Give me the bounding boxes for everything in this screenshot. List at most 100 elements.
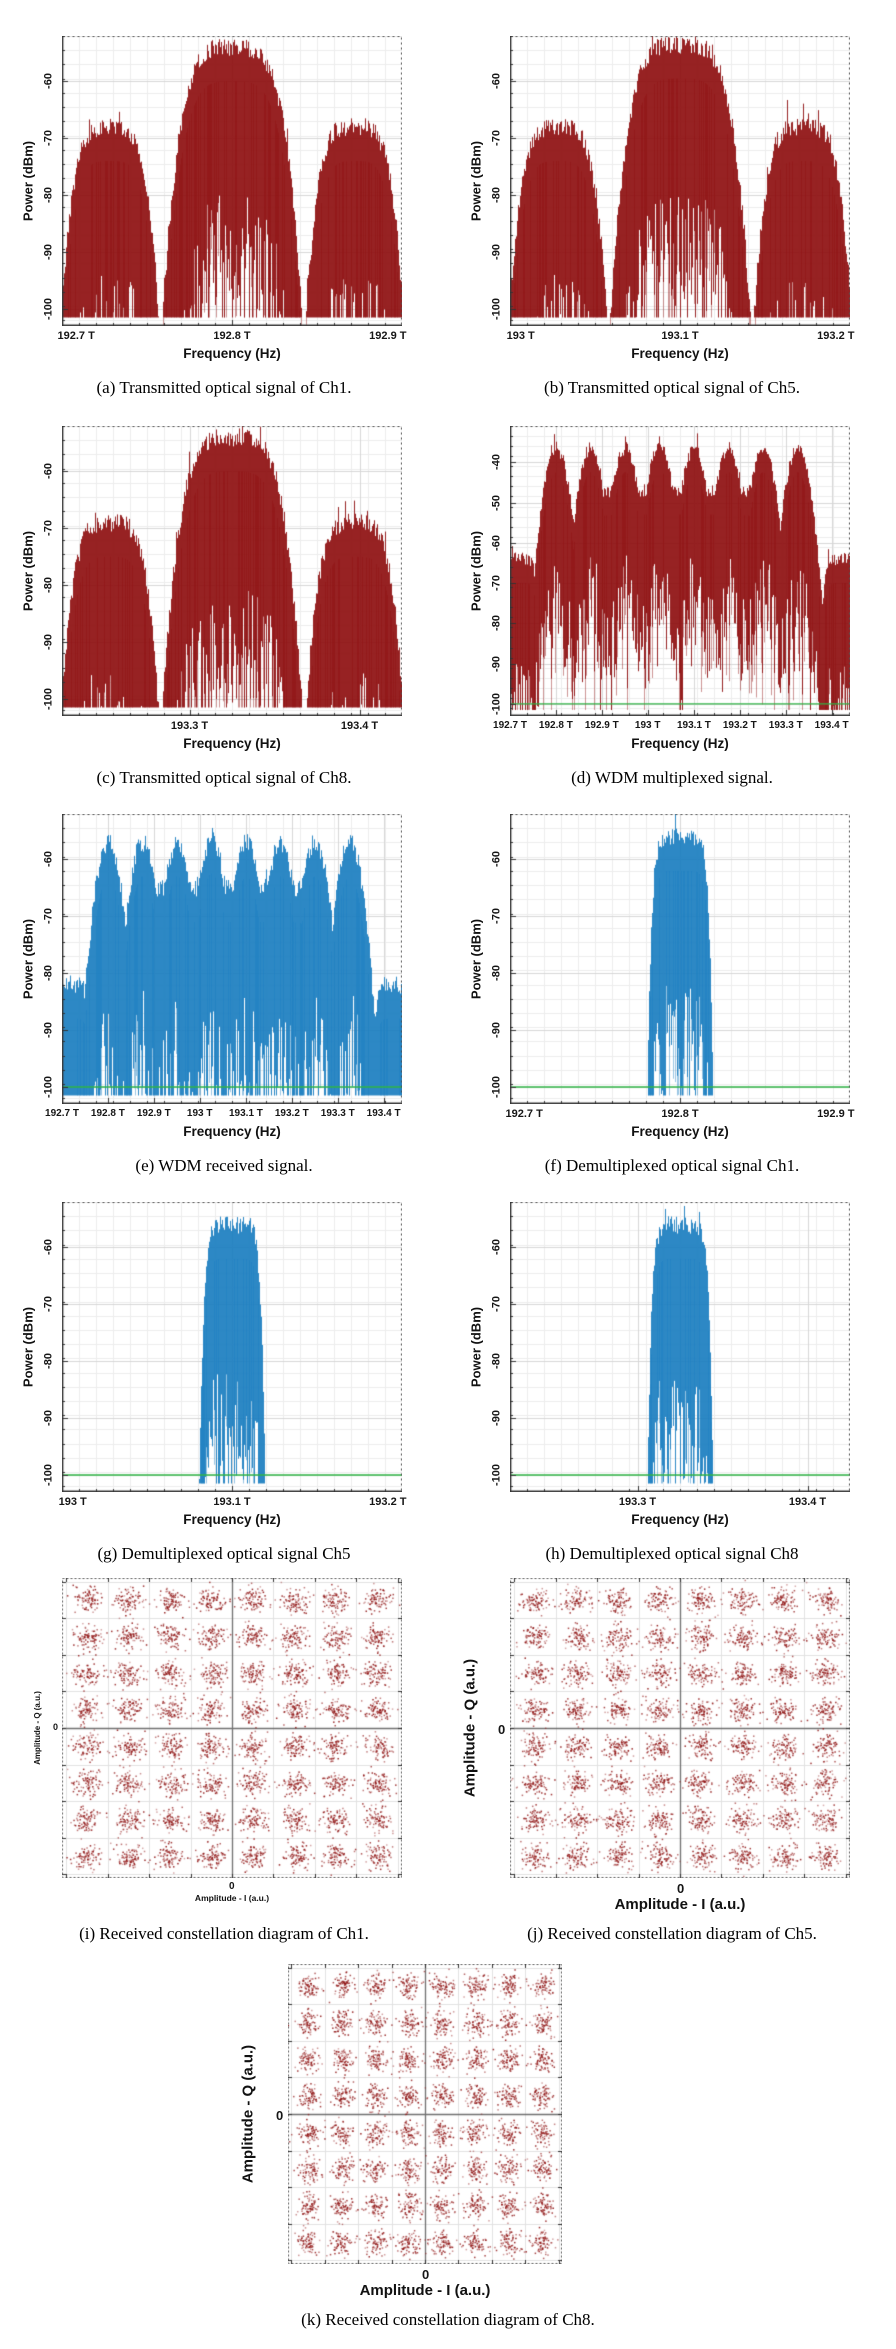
y-tick-label: -70	[490, 575, 503, 592]
y-tick-label: -60	[42, 851, 55, 868]
x-axis-label: Frequency (Hz)	[631, 736, 729, 751]
spectrum-canvas-e	[62, 814, 402, 1104]
panel-e: Power (dBm) -60 -70 -80 -90 -100 192.7 T 192.8 …	[0, 788, 448, 1176]
panel-caption: (h) Demultiplexed optical signal Ch8	[545, 1544, 799, 1563]
x-axis-label: Frequency (Hz)	[183, 736, 281, 751]
x-zero-label: 0	[422, 2267, 430, 2282]
constellation-canvas-i	[62, 1578, 402, 1878]
panel-caption: (f) Demultiplexed optical signal Ch1.	[544, 1156, 800, 1175]
x-tick-label: 192.7 T	[493, 720, 527, 731]
panel-a: Power (dBm) -60 -70 -80 -90 -100 192.7 T 192.8 …	[0, 0, 448, 400]
y-tick-label: -80	[42, 187, 55, 204]
panel-g: Power (dBm) -60 -70 -80 -90 -100 193 T 193.1 T 1…	[0, 1176, 448, 1564]
spectrum-canvas-g	[62, 1202, 402, 1492]
y-tick-label: -70	[490, 908, 503, 925]
y-axis-label: Power (dBm)	[20, 140, 36, 222]
y-zero-label: 0	[276, 2108, 284, 2123]
y-tick-label: -80	[490, 965, 503, 982]
x-tick-label: 193.2 T	[274, 1108, 309, 1119]
x-tick-label: 192.7 T	[505, 1108, 543, 1120]
spectrum-canvas-a	[62, 36, 402, 326]
panel-j: Amplitude - Q (a.u.) 0 0 Amplitude - I (a.u…	[448, 1564, 896, 1952]
panel-caption: (c) Transmitted optical signal of Ch8.	[96, 768, 352, 787]
spectrum-canvas-h	[510, 1202, 850, 1492]
y-tick-label: -70	[42, 908, 55, 925]
spectrum-canvas-b	[510, 36, 850, 326]
y-tick-label: -80	[490, 1353, 503, 1370]
y-tick-label: -40	[490, 454, 503, 471]
y-axis-label: Power (dBm)	[20, 918, 36, 1000]
x-axis-label: Amplitude - I (a.u.)	[359, 2282, 491, 2299]
y-tick-label: -80	[42, 965, 55, 982]
x-tick-label: 193.3 T	[170, 720, 209, 732]
x-tick-label: 192.8 T	[90, 1108, 125, 1119]
x-tick-label: 193.2 T	[817, 330, 855, 342]
y-axis-label: Amplitude - Q (a.u.)	[33, 1691, 42, 1765]
panel-caption: (b) Transmitted optical signal of Ch5.	[544, 378, 800, 397]
y-tick-label: -100	[490, 297, 503, 320]
x-tick-label: 193.4 T	[788, 1496, 827, 1508]
panel-i: Amplitude - Q (a.u.) 0 0 Amplitude - I (a.u…	[0, 1564, 448, 1952]
y-tick-label: -70	[490, 130, 503, 147]
y-tick-label: -90	[42, 244, 55, 261]
x-tick-label: 193.3 T	[618, 1496, 657, 1508]
y-tick-label: -90	[490, 655, 503, 672]
x-axis-label: Frequency (Hz)	[631, 346, 729, 361]
x-tick-label: 193.3 T	[320, 1108, 355, 1119]
y-tick-label: -60	[490, 851, 503, 868]
x-axis-label: Frequency (Hz)	[183, 346, 281, 361]
y-tick-label: -100	[42, 687, 55, 710]
y-axis-label: Power (dBm)	[468, 918, 484, 1000]
y-axis-label: Power (dBm)	[20, 1306, 36, 1388]
y-tick-label: -70	[42, 520, 55, 537]
y-tick-label: -80	[42, 577, 55, 594]
y-tick-label: -70	[42, 130, 55, 147]
x-tick-label: 193.4 T	[366, 1108, 401, 1119]
x-tick-label: 193.1 T	[676, 720, 711, 731]
x-tick-label: 193.2 T	[369, 1496, 407, 1508]
panel-c: Power (dBm) -60 -70 -80 -90 -100 193.3 T 193.4 …	[0, 400, 448, 788]
y-tick-label: -100	[490, 1463, 503, 1486]
constellation-canvas-k	[288, 1964, 562, 2264]
y-tick-label: -100	[42, 297, 55, 320]
x-tick-label: 192.7 T	[57, 330, 95, 342]
y-tick-label: -90	[490, 1022, 503, 1039]
x-tick-label: 193.1 T	[213, 1496, 251, 1508]
x-tick-label: 193 T	[58, 1496, 87, 1508]
y-tick-label: -90	[42, 634, 55, 651]
panel-caption: (j) Received constellation diagram of Ch…	[527, 1924, 817, 1943]
y-axis-label: Power (dBm)	[468, 140, 484, 222]
y-tick-label: -90	[42, 1022, 55, 1039]
panel-caption: (e) WDM received signal.	[135, 1156, 313, 1175]
x-tick-label: 193 T	[634, 720, 661, 731]
x-zero-label: 0	[677, 1881, 685, 1896]
x-tick-label: 193.4 T	[814, 720, 849, 731]
y-tick-label: -60	[490, 534, 503, 551]
x-axis-label: Frequency (Hz)	[183, 1124, 281, 1139]
x-tick-label: 193.4 T	[340, 720, 379, 732]
x-tick-label: 193.1 T	[228, 1108, 263, 1119]
x-tick-label: 192.9 T	[369, 330, 407, 342]
x-axis-label: Frequency (Hz)	[631, 1512, 729, 1527]
x-tick-label: 192.9 T	[136, 1108, 171, 1119]
constellation-canvas-j	[510, 1578, 850, 1878]
x-axis-label: Amplitude - I (a.u.)	[194, 1893, 270, 1903]
panel-b: Power (dBm) -60 -70 -80 -90 -100 193 T 193.1 T 1…	[448, 0, 896, 400]
x-tick-label: 193.3 T	[768, 720, 803, 731]
panel-h: Power (dBm) -60 -70 -80 -90 -100 193.3 T 193.4 …	[448, 1176, 896, 1564]
y-axis-label: Amplitude - Q (a.u.)	[461, 1658, 479, 1798]
x-axis-label: Frequency (Hz)	[183, 1512, 281, 1527]
y-tick-label: -100	[490, 1075, 503, 1098]
y-tick-label: -60	[42, 463, 55, 480]
x-zero-label: 0	[229, 1881, 235, 1892]
panel-caption: (i) Received constellation diagram of Ch…	[79, 1924, 369, 1943]
panel-caption: (d) WDM multiplexed signal.	[571, 768, 773, 787]
y-axis-label: Power (dBm)	[20, 530, 36, 612]
y-tick-label: -100	[42, 1463, 55, 1486]
panel-f: Power (dBm) -60 -70 -80 -90 -100 192.7 T 192.8 …	[448, 788, 896, 1176]
x-tick-label: 192.8 T	[213, 330, 251, 342]
y-zero-label: 0	[498, 1722, 506, 1737]
x-tick-label: 193.1 T	[661, 330, 699, 342]
y-tick-label: -100	[42, 1075, 55, 1098]
